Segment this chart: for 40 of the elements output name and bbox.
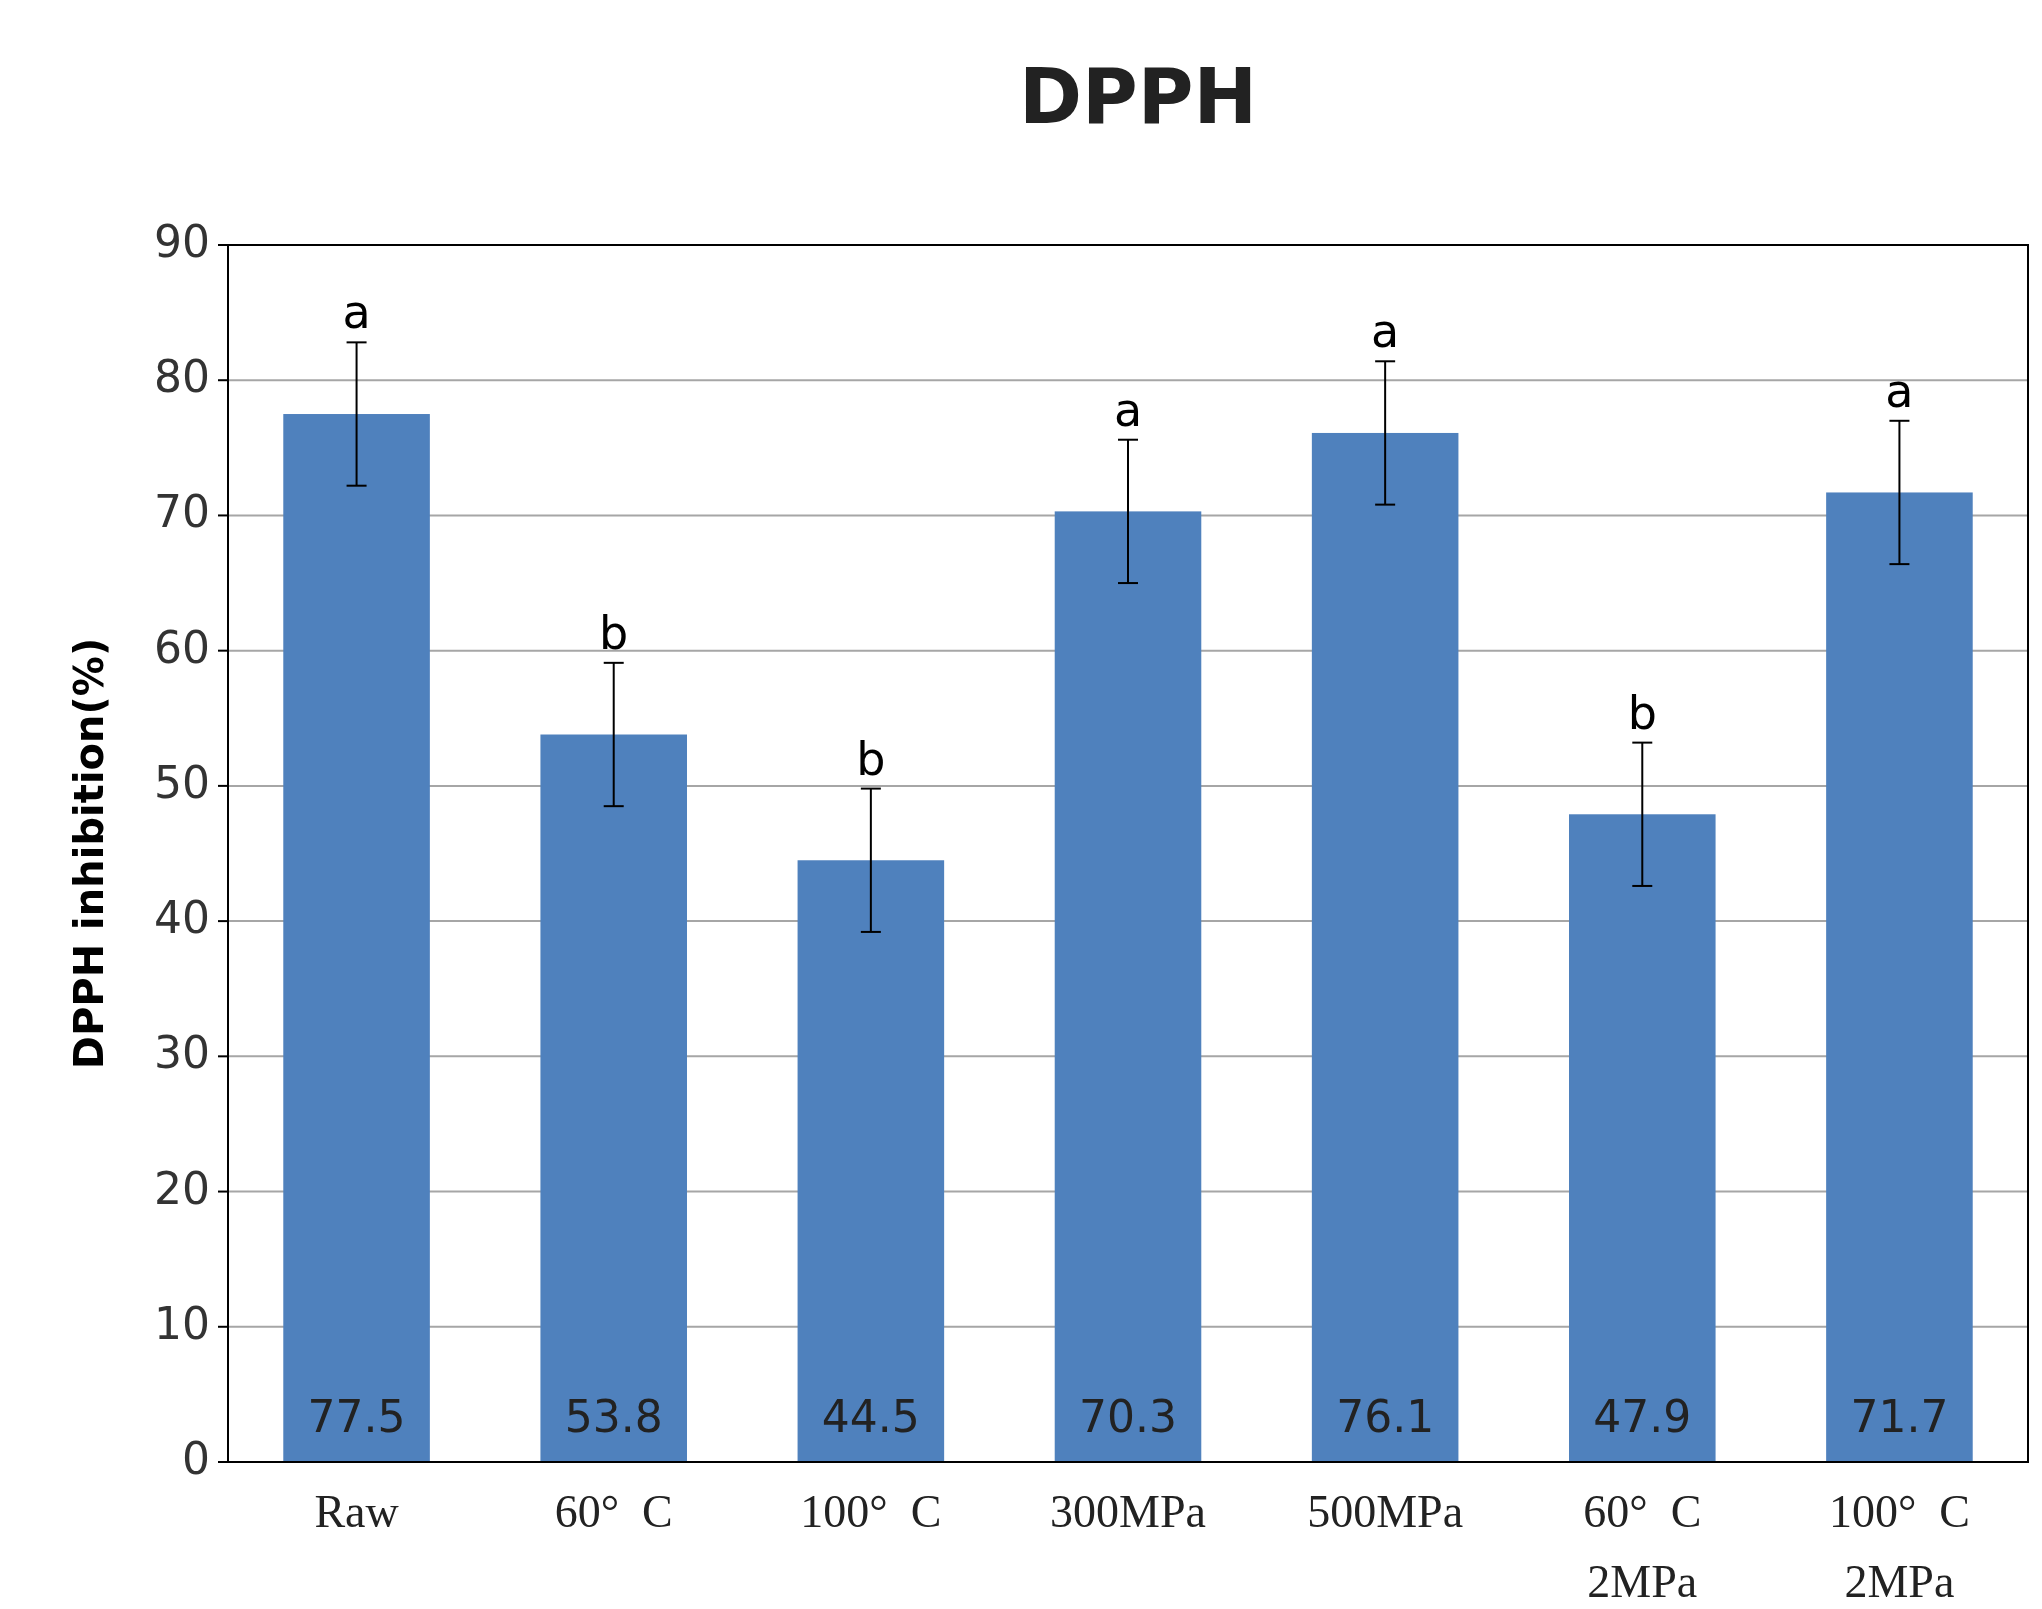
x-tick-label: Raw <box>314 1486 400 1537</box>
data-label: 77.5 <box>307 1391 406 1442</box>
data-label: 53.8 <box>564 1391 663 1442</box>
y-tick-label: 70 <box>154 486 210 538</box>
y-tick-label: 90 <box>154 216 210 267</box>
data-label: 70.3 <box>1079 1391 1177 1442</box>
data-label: 71.7 <box>1850 1391 1949 1442</box>
y-tick-label: 50 <box>154 756 210 808</box>
x-tick-label: 100° C <box>800 1486 942 1537</box>
annotation: a <box>1371 304 1400 359</box>
y-tick-label: 30 <box>154 1027 210 1079</box>
data-label: 76.1 <box>1336 1391 1435 1442</box>
bar <box>1826 492 1973 1462</box>
y-tick-label: 20 <box>154 1162 210 1214</box>
bar <box>1054 511 1202 1462</box>
data-label: 47.9 <box>1593 1391 1692 1442</box>
y-tick-label: 40 <box>154 892 210 944</box>
bar <box>1569 814 1716 1462</box>
x-tick-label: 100° C 2MPa <box>1828 1486 1970 1607</box>
y-tick-label: 60 <box>154 621 210 673</box>
x-tick-label: 500MPa <box>1307 1486 1464 1537</box>
bar <box>1311 432 1459 1462</box>
bar <box>797 860 945 1462</box>
annotation: a <box>1113 382 1143 437</box>
bar <box>283 414 430 1462</box>
x-tick-label: 300MPa <box>1050 1486 1206 1537</box>
x-tick-label: 60° C <box>554 1486 673 1537</box>
x-tick-label: 60° C 2MPa <box>1583 1486 1702 1607</box>
annotation: a <box>1885 363 1914 418</box>
bar <box>540 734 687 1462</box>
y-axis-title: DPPH inhibition(%) <box>66 637 112 1070</box>
data-label: 44.5 <box>821 1391 920 1442</box>
chart-title: DPPH <box>1018 52 1258 141</box>
annotation: a <box>342 285 371 340</box>
y-tick-label: 0 <box>182 1433 210 1484</box>
annotation: b <box>856 731 886 786</box>
annotation: b <box>1627 685 1657 740</box>
y-tick-label: 10 <box>154 1297 210 1349</box>
y-tick-label: 80 <box>154 351 210 403</box>
annotation: b <box>599 605 629 660</box>
